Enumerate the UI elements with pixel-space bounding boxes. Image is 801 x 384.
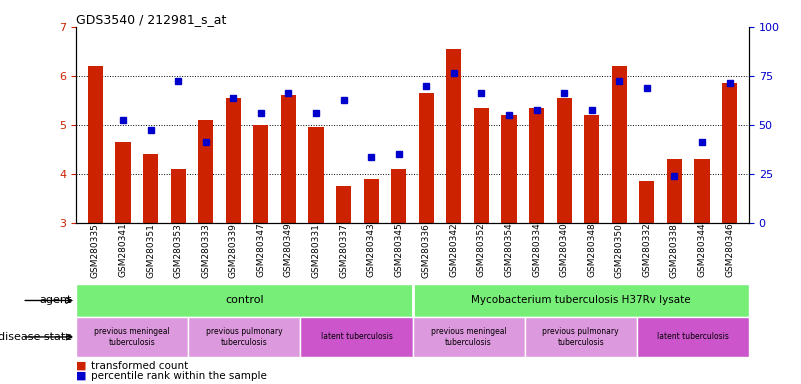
Bar [336,186,351,223]
Text: ■: ■ [76,371,87,381]
Text: GSM280343: GSM280343 [367,223,376,278]
Bar [76,284,413,317]
Text: previous meningeal
tuberculosis: previous meningeal tuberculosis [95,327,170,347]
Bar [637,317,749,357]
Text: previous meningeal
tuberculosis: previous meningeal tuberculosis [431,327,506,347]
Bar [612,66,627,223]
Bar [143,154,158,223]
Text: previous pulmonary
tuberculosis: previous pulmonary tuberculosis [206,327,283,347]
Text: GSM280340: GSM280340 [560,223,569,278]
Text: GSM280341: GSM280341 [119,223,127,278]
Text: GSM280354: GSM280354 [505,223,513,278]
Bar [525,317,637,357]
Bar [584,115,599,223]
Bar [226,98,241,223]
Text: GSM280336: GSM280336 [422,223,431,278]
Text: control: control [225,295,264,306]
Bar [88,66,103,223]
Bar [198,120,213,223]
Text: transformed count: transformed count [91,361,187,371]
Text: GSM280352: GSM280352 [477,223,486,278]
Bar [557,98,572,223]
Bar [413,317,525,357]
Text: latent tuberculosis: latent tuberculosis [320,333,392,341]
Text: GSM280338: GSM280338 [670,223,679,278]
Text: GSM280342: GSM280342 [449,223,458,277]
Text: GSM280345: GSM280345 [394,223,403,278]
Text: GSM280347: GSM280347 [256,223,265,278]
Bar [639,181,654,223]
Text: previous pulmonary
tuberculosis: previous pulmonary tuberculosis [542,327,619,347]
Bar [281,96,296,223]
Bar [364,179,379,223]
Text: GSM280353: GSM280353 [174,223,183,278]
Text: disease state: disease state [0,332,72,342]
Bar [171,169,186,223]
Text: GSM280331: GSM280331 [312,223,320,278]
Bar [300,317,413,357]
Text: GSM280334: GSM280334 [532,223,541,278]
Bar [308,127,324,223]
Bar [694,159,710,223]
Bar [115,142,131,223]
Text: latent tuberculosis: latent tuberculosis [657,333,729,341]
Bar [419,93,434,223]
Bar [391,169,406,223]
Bar [413,284,749,317]
Text: GSM280344: GSM280344 [698,223,706,277]
Text: agent: agent [40,295,72,306]
Text: GSM280351: GSM280351 [146,223,155,278]
Bar [76,317,188,357]
Text: ■: ■ [76,361,87,371]
Text: GSM280339: GSM280339 [229,223,238,278]
Bar [474,108,489,223]
Text: percentile rank within the sample: percentile rank within the sample [91,371,267,381]
Text: Mycobacterium tuberculosis H37Rv lysate: Mycobacterium tuberculosis H37Rv lysate [471,295,690,306]
Text: GSM280346: GSM280346 [725,223,735,278]
Bar [722,83,737,223]
Bar [667,159,682,223]
Text: GSM280350: GSM280350 [615,223,624,278]
Text: GSM280333: GSM280333 [201,223,210,278]
Bar [446,49,461,223]
Bar [529,108,544,223]
Text: GSM280332: GSM280332 [642,223,651,278]
Text: GSM280335: GSM280335 [91,223,100,278]
Bar [501,115,517,223]
Text: GSM280337: GSM280337 [339,223,348,278]
Bar [188,317,300,357]
Bar [253,125,268,223]
Text: GSM280349: GSM280349 [284,223,293,278]
Text: GDS3540 / 212981_s_at: GDS3540 / 212981_s_at [76,13,227,26]
Text: GSM280348: GSM280348 [587,223,596,278]
